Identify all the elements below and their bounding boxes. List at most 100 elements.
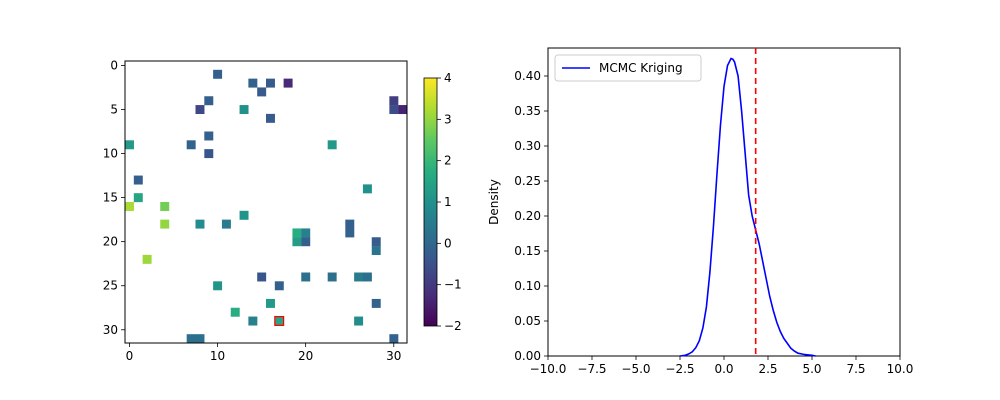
heatmap-cell — [398, 105, 408, 115]
y-tick-label: 0.15 — [514, 244, 541, 258]
heatmap-cell — [133, 175, 143, 185]
heatmap-cell — [239, 105, 249, 115]
y-tick-label: 0.35 — [514, 104, 541, 118]
x-tick-label: 0 — [126, 349, 134, 363]
y-tick-label: 0.25 — [514, 174, 541, 188]
heatmap-cell — [362, 272, 372, 282]
heatmap-cell — [257, 272, 267, 282]
heatmap-cell — [371, 237, 381, 247]
heatmap-cell — [292, 228, 302, 238]
heatmap-cell — [204, 149, 214, 159]
heatmap-cell — [266, 78, 275, 88]
heatmap-cell — [230, 307, 240, 317]
heatmap-cell — [186, 140, 196, 150]
colorbar-tick-label: 0 — [444, 236, 452, 250]
heatmap-cell — [204, 96, 214, 106]
colorbar: 4 3 2 1 0 −1 −2 — [423, 71, 462, 333]
y-tick-label: 30 — [103, 323, 118, 337]
heatmap-cell — [125, 202, 134, 211]
x-tick-label: 10 — [210, 349, 225, 363]
y-tick-label: 10 — [103, 147, 118, 161]
heatmap-cell — [283, 78, 293, 88]
colorbar-tick-label: −2 — [444, 319, 462, 333]
heatmap-background — [125, 61, 407, 343]
heatmap-cell — [266, 113, 275, 123]
density-y-axis-label: Density — [487, 179, 501, 225]
x-tick-label: 20 — [298, 349, 313, 363]
heatmap-cell — [389, 105, 399, 115]
x-tick-label: 7.5 — [846, 362, 865, 376]
heatmap-cell — [248, 78, 258, 88]
y-tick-label: 15 — [103, 191, 118, 205]
colorbar-ticks: 4 3 2 1 0 −1 −2 — [437, 71, 462, 333]
y-tick-label: 0.00 — [514, 349, 541, 363]
colorbar-gradient — [423, 77, 438, 327]
x-tick-label: −7.5 — [577, 362, 606, 376]
x-tick-label: −2.5 — [665, 362, 694, 376]
heatmap-cell — [239, 210, 249, 220]
x-tick-label: 30 — [386, 349, 401, 363]
density-y-axis: 0.00 0.05 0.10 0.15 0.20 0.25 0.30 0.35 0.40 — [514, 69, 548, 363]
heatmap-cell — [371, 298, 381, 308]
heatmap-cell — [327, 272, 337, 282]
colorbar-tick-label: 1 — [444, 195, 452, 209]
x-tick-label: 5.0 — [802, 362, 821, 376]
y-tick-label: 0.10 — [514, 279, 541, 293]
density-x-axis: −10.0 −7.5 −5.0 −2.5 0.0 2.5 5.0 7.5 10.0 — [530, 356, 914, 376]
heatmap-cell — [125, 140, 134, 150]
heatmap-cell — [362, 184, 372, 194]
colorbar-tick-label: −1 — [444, 278, 462, 292]
y-tick-label: 0.40 — [514, 69, 541, 83]
heatmap-cell — [354, 272, 364, 282]
heatmap-cell — [160, 202, 170, 211]
legend-box — [554, 54, 702, 82]
heatmap-cell — [204, 131, 214, 141]
x-tick-label: −5.0 — [621, 362, 650, 376]
heatmap-panel: 0 10 20 30 0 5 10 15 20 25 30 — [103, 58, 408, 363]
legend-label-mcmc-kriging: MCMC Kriging — [599, 61, 683, 75]
heatmap-cell — [266, 298, 275, 308]
density-panel: −10.0 −7.5 −5.0 −2.5 0.0 2.5 5.0 7.5 10.0 0.000.… — [487, 47, 914, 376]
heatmap-cell — [354, 316, 364, 326]
heatmap-cell — [195, 105, 205, 115]
heatmap-cell — [292, 237, 302, 247]
heatmap-cell — [213, 281, 223, 291]
heatmap-cell — [345, 228, 355, 238]
heatmap-cells — [125, 69, 408, 344]
heatmap-cell — [142, 254, 152, 264]
colorbar-tick-label: 3 — [444, 112, 452, 126]
heatmap-cell — [186, 334, 196, 344]
heatmap-y-axis: 0 5 10 15 20 25 30 — [103, 58, 125, 337]
heatmap-cell — [301, 272, 311, 282]
heatmap-cell — [213, 69, 223, 79]
heatmap-cell — [221, 219, 231, 229]
legend: MCMC Kriging — [554, 54, 702, 82]
heatmap-cell — [301, 237, 311, 247]
y-tick-label: 0 — [110, 58, 118, 72]
heatmap-cell — [389, 96, 399, 106]
heatmap-cell — [195, 334, 205, 344]
heatmap-cell — [327, 140, 337, 150]
colorbar-tick-label: 2 — [444, 154, 452, 168]
heatmap-x-axis: 0 10 20 30 — [126, 343, 401, 363]
heatmap-frame — [124, 60, 408, 344]
heatmap-cell — [389, 334, 399, 344]
y-tick-label: 0.20 — [514, 209, 541, 223]
heatmap-cell — [274, 281, 284, 291]
heatmap-cell — [160, 219, 170, 229]
density-curve-mcmc-kriging — [679, 57, 816, 357]
y-tick-label: 25 — [103, 279, 118, 293]
y-tick-label: 0.05 — [514, 314, 541, 328]
colorbar-tick-label: 4 — [444, 71, 452, 85]
y-tick-label: 0.30 — [514, 139, 541, 153]
x-tick-label: 10.0 — [887, 362, 914, 376]
x-tick-label: 2.5 — [758, 362, 777, 376]
heatmap-cell — [345, 219, 355, 229]
heatmap-cell — [195, 219, 205, 229]
heatmap-cell — [248, 316, 258, 326]
heatmap-highlight-cell — [274, 315, 285, 326]
heatmap-cell — [274, 316, 284, 326]
heatmap-cell — [371, 246, 381, 256]
heatmap-cell — [257, 87, 267, 97]
